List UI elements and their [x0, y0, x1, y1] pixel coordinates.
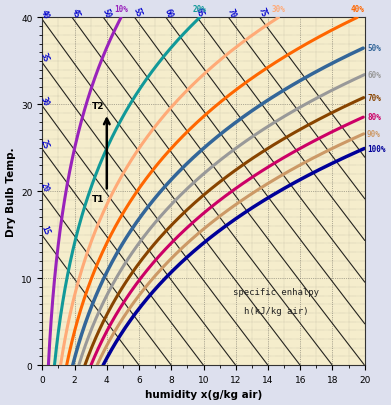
Text: 35: 35	[39, 52, 51, 64]
Y-axis label: Dry Bulb Temp.: Dry Bulb Temp.	[5, 147, 16, 237]
Text: 45: 45	[70, 7, 81, 19]
Text: 60%: 60%	[367, 71, 381, 80]
Text: 60: 60	[163, 7, 175, 19]
Text: T2: T2	[92, 102, 104, 111]
Text: 20%: 20%	[193, 5, 206, 14]
Text: 50%: 50%	[367, 44, 381, 53]
Text: h(kJ/kg air): h(kJ/kg air)	[244, 306, 308, 315]
Text: 30: 30	[39, 95, 51, 107]
Text: 70: 70	[226, 7, 237, 19]
Text: 40: 40	[39, 9, 51, 21]
Text: T1: T1	[92, 194, 104, 203]
Text: 55: 55	[131, 6, 143, 18]
Text: 30%: 30%	[271, 5, 285, 14]
X-axis label: humidity x(g/kg air): humidity x(g/kg air)	[145, 390, 262, 399]
Text: 40%: 40%	[350, 5, 364, 14]
Text: 10%: 10%	[114, 5, 128, 14]
Text: 80%: 80%	[367, 113, 381, 121]
Text: 70%: 70%	[367, 94, 381, 102]
Text: specific enhalpy: specific enhalpy	[233, 287, 319, 296]
Text: 50: 50	[100, 7, 112, 19]
Text: 75: 75	[256, 7, 268, 19]
Text: 65: 65	[194, 7, 206, 19]
Text: 25: 25	[39, 138, 51, 150]
Text: 100%: 100%	[367, 145, 386, 153]
Text: 15: 15	[39, 224, 51, 236]
Text: 20: 20	[39, 181, 51, 193]
Text: 90%: 90%	[367, 130, 381, 139]
